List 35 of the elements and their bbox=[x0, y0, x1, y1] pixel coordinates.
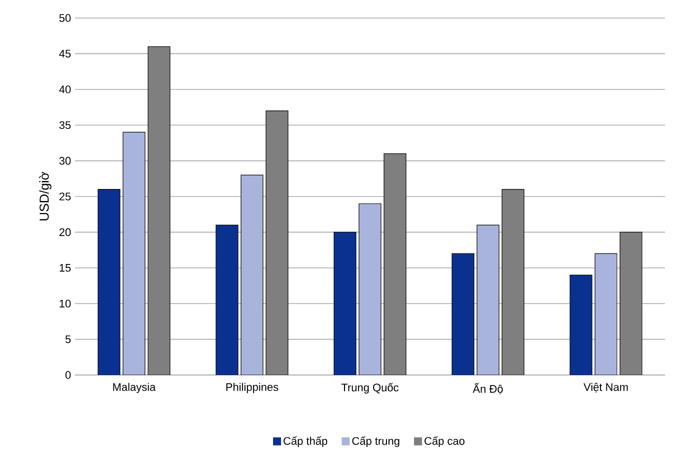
bar bbox=[384, 153, 406, 375]
bar bbox=[266, 110, 288, 375]
y-tick-label: 5 bbox=[65, 335, 71, 344]
x-tick-label: Ấn Độ bbox=[472, 382, 503, 394]
bar bbox=[216, 224, 238, 375]
legend-label: Cấp trung bbox=[352, 436, 400, 448]
y-tick-label: 40 bbox=[59, 86, 71, 94]
y-tick-label: 50 bbox=[59, 14, 71, 22]
bar bbox=[358, 203, 382, 375]
bar bbox=[452, 253, 474, 375]
bar bbox=[502, 189, 524, 375]
y-tick-label: 25 bbox=[59, 192, 71, 200]
y-tick-label: 10 bbox=[60, 300, 71, 308]
x-tick-label: Trung Quốc bbox=[341, 382, 399, 394]
y-tick-label: 45 bbox=[59, 50, 71, 58]
legend-label: Cấp thấp bbox=[284, 436, 328, 448]
bar bbox=[98, 189, 120, 375]
y-tick-label: 35 bbox=[59, 121, 71, 129]
x-tick-label: Việt Nam bbox=[584, 382, 628, 393]
bar bbox=[594, 253, 618, 375]
bar bbox=[570, 274, 592, 375]
bar bbox=[122, 132, 146, 375]
y-tick-label: 15 bbox=[60, 264, 71, 272]
bar bbox=[334, 232, 356, 375]
bar bbox=[476, 224, 500, 375]
y-tick-label: 0 bbox=[65, 371, 71, 379]
y-tick-label: 30 bbox=[59, 156, 71, 165]
y-axis-title: USD/giờ bbox=[39, 172, 52, 220]
x-tick-label: Malaysia bbox=[113, 382, 156, 394]
x-tick-label: Philippines bbox=[226, 382, 278, 394]
bar bbox=[240, 174, 264, 375]
bar bbox=[148, 46, 170, 375]
bar bbox=[620, 232, 642, 375]
y-tick-label: 20 bbox=[59, 228, 71, 236]
legend-label: Cấp cao bbox=[424, 436, 464, 448]
